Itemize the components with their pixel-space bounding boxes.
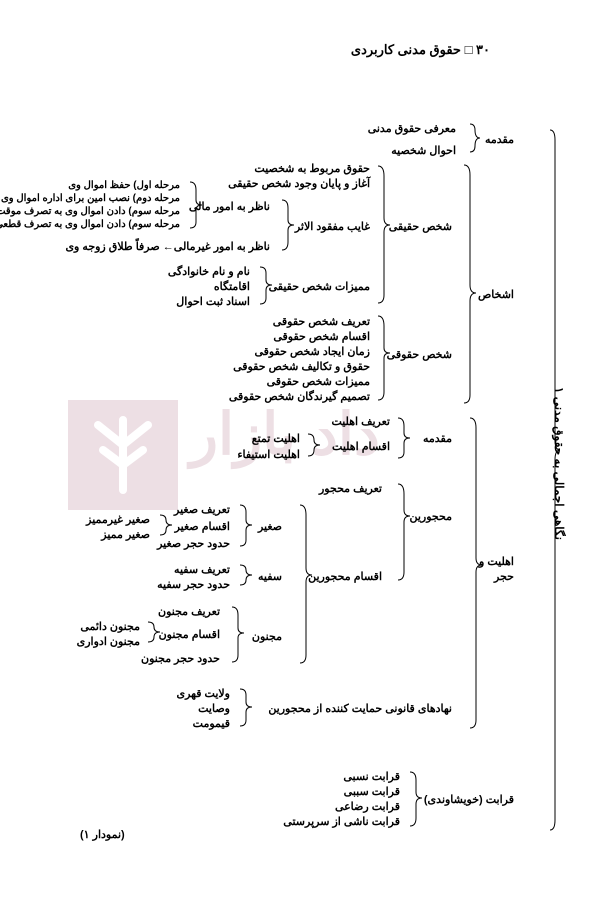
node-hajr: حجر xyxy=(494,570,514,583)
node-saghir: صغیر xyxy=(258,520,282,533)
chart-number: (نمودار ۱) xyxy=(80,828,125,841)
node-tarif-saf: تعریف سفیه xyxy=(174,563,230,576)
node-ashkhas: اشخاص xyxy=(478,288,514,301)
node-shakhs-hoquqi: شخص حقوقی xyxy=(387,348,452,361)
node-moarefi: معرفی حقوق مدنی xyxy=(368,122,456,135)
node-aqsam-sag: اقسام صغیر xyxy=(175,520,230,533)
node-m2: مرحله دوم) نصب امین برای اداره اموال وی xyxy=(1,193,180,204)
node-aqsam-ahl: اقسام اهلیت xyxy=(332,440,390,453)
node-safih: سفیه xyxy=(258,570,282,583)
node-vesayat: وصایت xyxy=(198,702,230,715)
node-maj-d: مجنون دائمی xyxy=(80,620,140,633)
node-m4: مرحله سوم) دادن اموال وی به تصرف قطعی ور… xyxy=(0,219,180,230)
node-majnun: مجنون xyxy=(252,630,282,643)
node-hodud-maj: حدود حجر مجنون xyxy=(141,652,220,665)
node-moqadame2: مقدمه xyxy=(423,432,452,445)
node-mahjurin: محجورین xyxy=(409,510,452,523)
node-hoquq-shakhs: حقوق مربوط به شخصیت xyxy=(254,162,370,175)
node-momz-sh: ممیزات شخص حقوقی xyxy=(267,375,370,388)
node-tarif-mahj: تعریف محجور xyxy=(319,482,382,495)
node-moqadame1: مقدمه xyxy=(485,133,514,146)
node-nazer-ghair: ناظر به امور غیرمالی← صرفاً طلاق زوجه وی xyxy=(65,240,270,253)
node-m3: مرحله سوم) دادن اموال وی به تصرف موقت ور… xyxy=(0,206,180,217)
node-nazer-mali: ناظر به امور مالی xyxy=(189,200,270,213)
node-ghayeb: غایب مفقود الاثر xyxy=(295,220,370,233)
node-tarif-maj: تعریف مجنون xyxy=(158,605,220,618)
node-q-sarp: قرابت ناشی از سرپرستی xyxy=(283,815,400,828)
node-sag-ghm: صغیر غیرممیز xyxy=(86,513,150,526)
node-asnad: اسناد ثبت احوال xyxy=(176,295,250,308)
node-shakhs-haqiqi: شخص حقیقی xyxy=(389,220,452,233)
node-nam: نام و نام خانوادگی xyxy=(168,265,250,278)
node-momz-haq: ممیزات شخص حقیقی xyxy=(269,280,370,293)
node-aqsam-maj: اقسام مجنون xyxy=(159,628,220,641)
node-tarif-ahl: تعریف اهلیت xyxy=(331,415,390,428)
node-tarif-sh: تعریف شخص حقوقی xyxy=(273,315,370,328)
node-q-rez: قرابت رضاعی xyxy=(335,800,400,813)
node-tasmim: تصمیم گیرندگان شخص حقوقی xyxy=(229,390,370,403)
node-ahl-tam: اهلیت تمتع xyxy=(252,432,300,445)
node-nahad: نهادهای قانونی حمایت کننده از محجورین xyxy=(268,702,452,715)
page-header: ۳۰ □ حقوق مدنی کاربردی xyxy=(351,42,490,58)
node-qeymumat: قیمومت xyxy=(193,717,230,730)
node-q-sabab: قرابت سببی xyxy=(344,785,400,798)
node-ahval: احوال شخصیه xyxy=(391,144,456,157)
node-aqsam-sh: اقسام شخص حقوقی xyxy=(273,330,370,343)
node-qarabat: قرابت (خویشاوندی) xyxy=(424,793,514,806)
root-title: نگاهی اجمالی به حقوق مدنی ۱ xyxy=(552,340,566,540)
node-q-nasab: قرابت نسبی xyxy=(343,770,400,783)
node-eqam: اقامتگاه xyxy=(214,280,250,293)
node-sag-mm: صغیر ممیز xyxy=(101,528,150,541)
node-hodud-saf: حدود حجر سفیه xyxy=(157,578,230,591)
node-ahliyat: اهلیت و xyxy=(479,555,514,568)
node-maj-a: مجنون ادواری xyxy=(77,635,140,648)
node-hoquq-tak: حقوق و تکالیف شخص حقوقی xyxy=(233,360,370,373)
node-tarif-sag: تعریف صغیر xyxy=(174,503,230,516)
node-hodud-sag: حدود حجر صغیر xyxy=(157,537,230,550)
node-aghaz: آغاز و پایان وجود شخص حقیقی xyxy=(228,177,370,190)
node-ahl-est: اهلیت استیفاء xyxy=(237,448,300,461)
node-zaman-sh: زمان ایجاد شخص حقوقی xyxy=(254,345,370,358)
node-velayat: ولایت قهری xyxy=(176,687,230,700)
node-m1: مرحله اول) حفظ اموال وی xyxy=(68,180,180,191)
node-aqsam-mahj: اقسام محجورین xyxy=(308,570,382,583)
